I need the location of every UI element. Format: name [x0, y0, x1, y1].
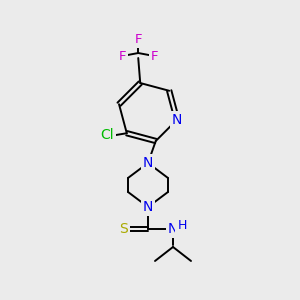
Text: N: N — [143, 156, 153, 170]
Text: F: F — [118, 50, 126, 62]
Text: F: F — [151, 50, 158, 62]
Text: Cl: Cl — [100, 128, 114, 142]
Text: S: S — [120, 222, 128, 236]
Text: N: N — [143, 200, 153, 214]
Text: F: F — [134, 32, 142, 46]
Text: N: N — [168, 222, 178, 236]
Text: H: H — [177, 220, 187, 232]
Text: N: N — [172, 113, 182, 127]
